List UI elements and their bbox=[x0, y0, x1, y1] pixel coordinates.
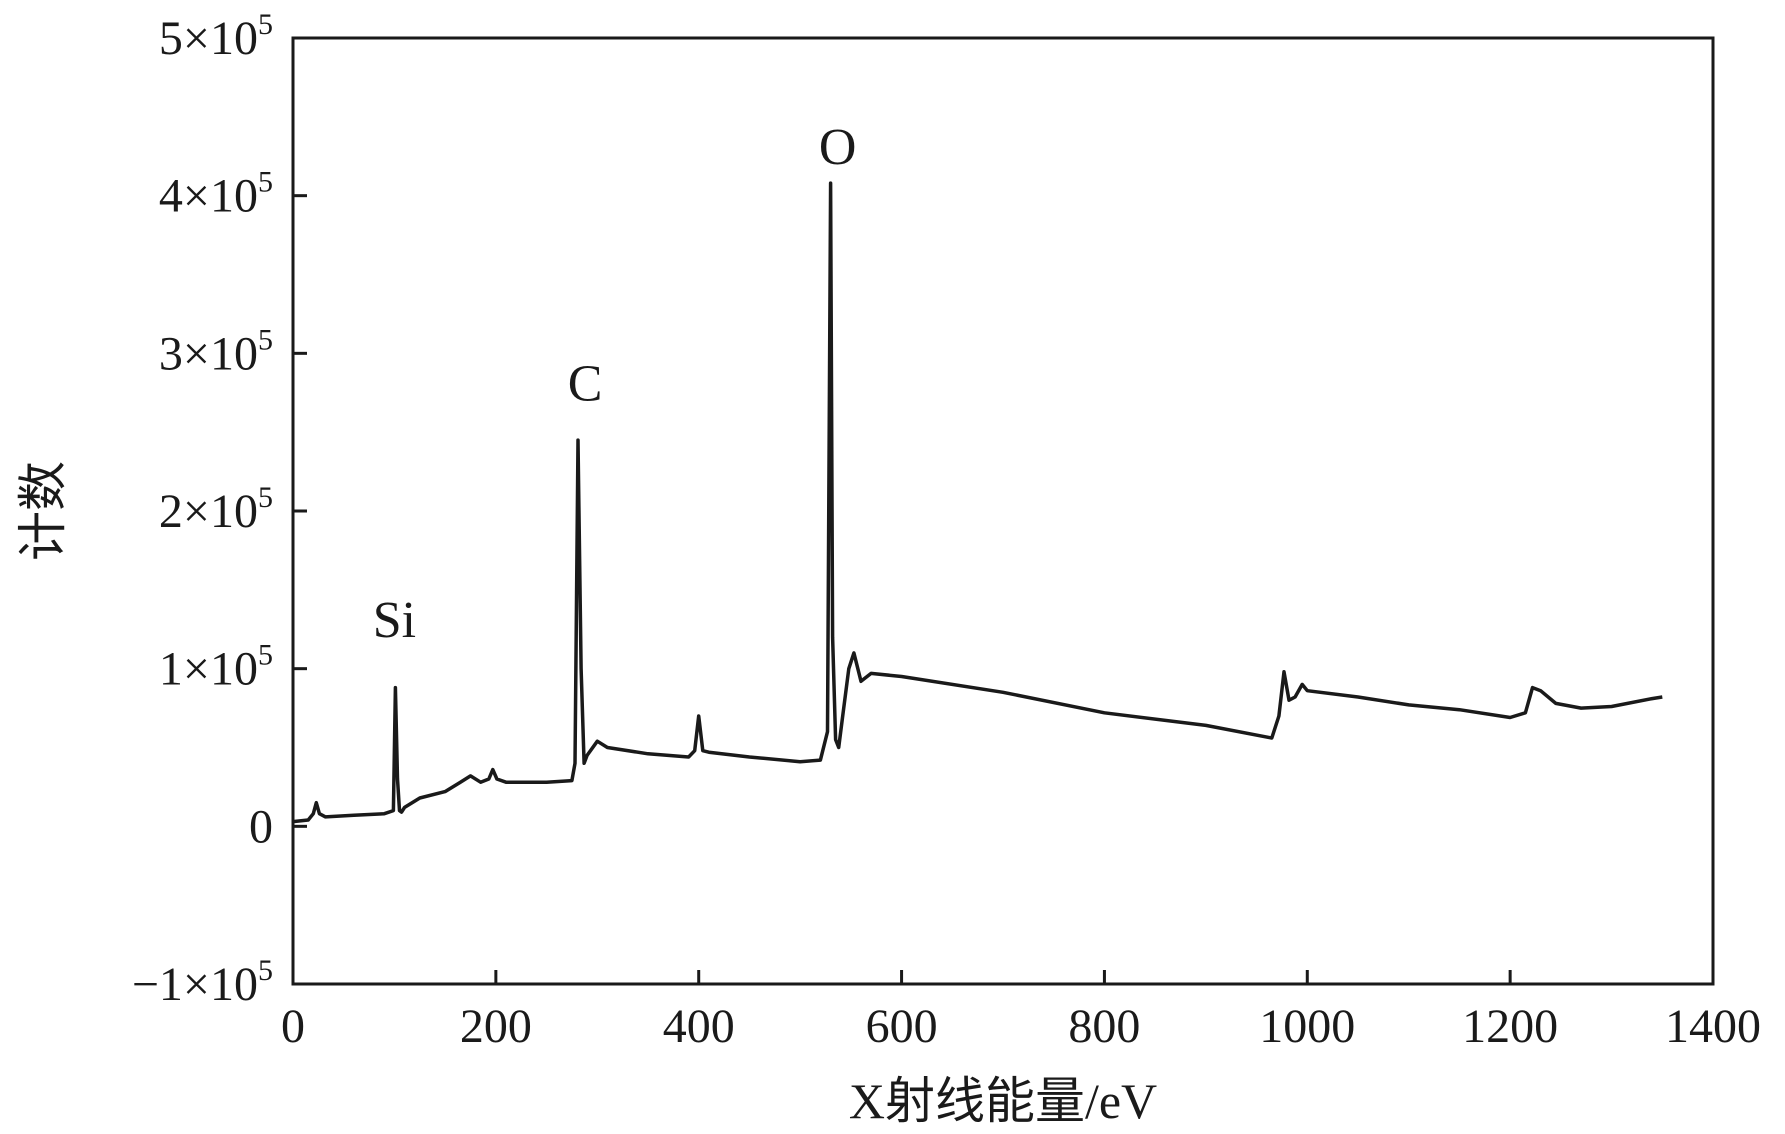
x-axis-ticks: 0 200 400 600 800 1000 1200 1400 bbox=[281, 970, 1761, 1053]
peak-annotations: Si C O bbox=[373, 119, 857, 649]
spectrum-series-line bbox=[292, 181, 1663, 824]
y-tick-exponent: 5 bbox=[258, 481, 273, 514]
y-tick-mantissa: 2×10 bbox=[159, 485, 258, 538]
peak-label-c: C bbox=[568, 356, 603, 413]
y-tick-mantissa: 1×10 bbox=[159, 643, 258, 696]
y-tick-label: 0 bbox=[249, 800, 273, 853]
peak-label-o: O bbox=[819, 119, 857, 176]
x-axis-label: X射线能量/eV bbox=[849, 1073, 1157, 1129]
y-tick-mantissa: 5×10 bbox=[159, 12, 258, 65]
y-tick-label: 1×105 bbox=[159, 639, 273, 696]
x-tick-label: 600 bbox=[866, 1000, 938, 1053]
y-tick-label: −1×105 bbox=[132, 954, 273, 1011]
y-tick-label: 5×105 bbox=[159, 8, 273, 65]
y-tick-label: 2×105 bbox=[159, 481, 273, 538]
x-tick-label: 1200 bbox=[1462, 1000, 1558, 1053]
y-tick-exponent: 5 bbox=[258, 639, 273, 672]
y-tick-mantissa: 3×10 bbox=[159, 327, 258, 380]
x-tick-label: 400 bbox=[663, 1000, 735, 1053]
y-tick-mantissa: 4×10 bbox=[159, 170, 258, 223]
y-tick-exponent: 5 bbox=[258, 166, 273, 199]
x-tick-label: 0 bbox=[281, 1000, 305, 1053]
y-axis-label: 计数 bbox=[15, 461, 71, 561]
y-tick-label: 3×105 bbox=[159, 323, 273, 380]
y-tick-mantissa: −1×10 bbox=[132, 958, 258, 1011]
plot-frame bbox=[291, 36, 1715, 986]
x-tick-label: 800 bbox=[1068, 1000, 1140, 1053]
x-tick-label: 200 bbox=[460, 1000, 532, 1053]
peak-label-si: Si bbox=[373, 592, 416, 649]
y-tick-exponent: 5 bbox=[258, 954, 273, 987]
y-tick-mantissa: 0 bbox=[249, 800, 273, 853]
x-tick-label: 1000 bbox=[1259, 1000, 1355, 1053]
y-tick-exponent: 5 bbox=[258, 8, 273, 41]
x-tick-label: 1400 bbox=[1665, 1000, 1761, 1053]
y-tick-exponent: 5 bbox=[258, 323, 273, 356]
y-tick-label: 4×105 bbox=[159, 166, 273, 223]
